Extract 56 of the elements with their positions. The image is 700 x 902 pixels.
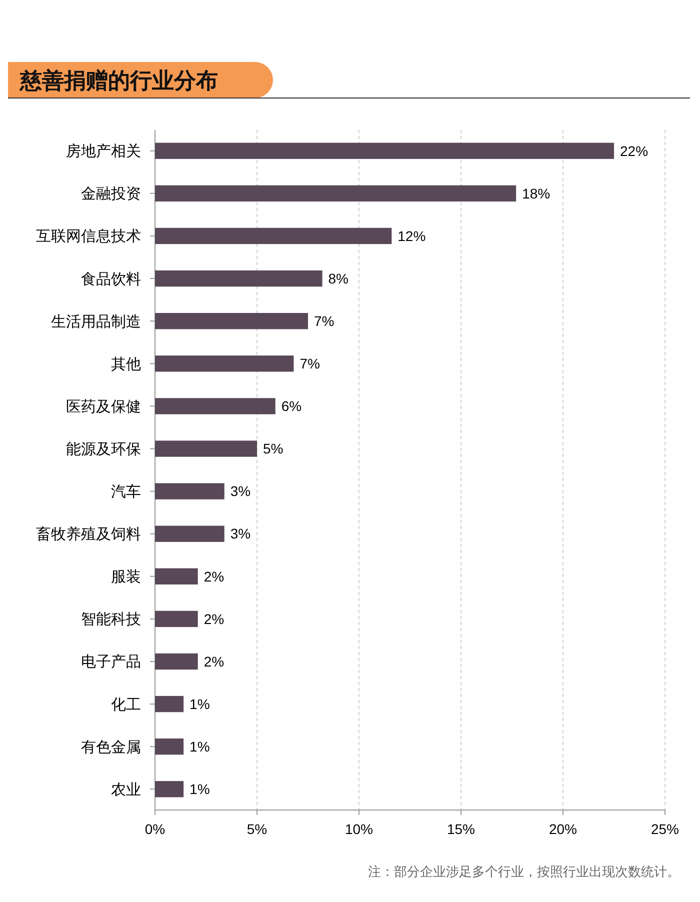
y-tick-label: 房地产相关 [66, 143, 141, 160]
y-tick-label: 汽车 [111, 484, 141, 501]
x-tick-label: 5% [246, 821, 268, 837]
bar [155, 356, 294, 372]
data-label: 2% [204, 653, 224, 670]
bar [155, 483, 224, 500]
y-tick-label: 化工 [111, 696, 141, 714]
bar [155, 526, 224, 542]
text: 注：部分企业涉足多个行业，按照行业出现次数统计。 [368, 864, 680, 879]
y-tick-label: 医药及保健 [66, 398, 141, 416]
chart-title: 慈善捐赠的行业分布 [19, 68, 218, 93]
y-tick-label: 食品饮料 [81, 270, 141, 288]
bar [155, 142, 614, 159]
bar [155, 738, 184, 755]
data-label: 7% [300, 356, 320, 372]
bar [155, 312, 308, 330]
data-label: 2% [204, 610, 224, 627]
y-tick-label: 畜牧养殖及饲料 [36, 526, 141, 544]
data-label: 8% [328, 270, 349, 286]
y-tick-label: 金融投资 [81, 186, 141, 203]
bar [155, 568, 198, 584]
data-label: 18% [522, 185, 550, 202]
bar [155, 398, 276, 414]
data-label: 3% [230, 483, 251, 500]
data-label: 12% [398, 228, 426, 244]
bar [155, 653, 198, 670]
data-label: 5% [263, 440, 284, 457]
data-label: 1% [190, 738, 210, 754]
y-tick-label: 其他 [111, 356, 141, 373]
data-label: 2% [204, 568, 224, 584]
x-tick-label: 20% [548, 821, 578, 837]
y-tick-label: 有色金属 [81, 738, 141, 756]
y-tick-label: 生活用品制造 [51, 313, 141, 330]
bar [155, 696, 184, 712]
x-tick-label: 0% [144, 821, 166, 837]
data-label: 1% [190, 781, 210, 798]
data-label: 6% [281, 398, 302, 414]
data-label: 1% [190, 696, 210, 712]
bar [155, 610, 198, 628]
y-tick-label: 电子产品 [81, 654, 141, 671]
x-tick-label: 15% [446, 821, 476, 837]
bar [155, 228, 392, 244]
data-label: 22% [620, 142, 648, 159]
bar [155, 185, 516, 202]
y-tick-label: 能源及环保 [66, 440, 141, 458]
x-tick-label: 25% [650, 821, 680, 837]
bar [155, 440, 257, 457]
data-label: 7% [314, 312, 334, 329]
y-tick-label: 服装 [111, 568, 141, 586]
y-tick-label: 农业 [111, 781, 141, 798]
x-tick-label: 10% [344, 821, 374, 837]
data-label: 3% [230, 526, 251, 542]
y-tick-label: 互联网信息技术 [36, 228, 141, 246]
bar [155, 270, 322, 287]
bar [155, 781, 184, 798]
y-tick-label: 智能科技 [81, 611, 141, 628]
